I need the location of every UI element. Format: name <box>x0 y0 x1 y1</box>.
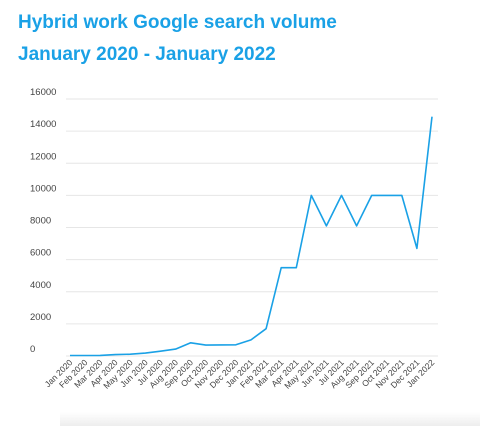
y-tick-label: 8000 <box>30 216 51 227</box>
chart-title: Hybrid work Google search volume <box>18 12 337 33</box>
series-line <box>70 116 433 357</box>
y-tick-label: 12000 <box>30 151 56 162</box>
bottom-shadow <box>60 412 480 426</box>
y-tick-label: 16000 <box>30 87 56 98</box>
y-tick-label: 6000 <box>30 248 51 259</box>
y-tick-label: 4000 <box>30 280 51 291</box>
y-tick-label: 0 <box>30 344 35 355</box>
grid-lines <box>66 98 438 357</box>
y-axis: 0 2000 4000 6000 8000 10000 12000 14000 16000 <box>30 87 56 355</box>
y-tick-label: 10000 <box>30 183 56 194</box>
y-tick-label: 14000 <box>30 119 56 130</box>
series-layer <box>70 116 433 357</box>
chart-subtitle: January 2020 - January 2022 <box>18 44 276 65</box>
y-tick-label: 2000 <box>30 312 51 323</box>
